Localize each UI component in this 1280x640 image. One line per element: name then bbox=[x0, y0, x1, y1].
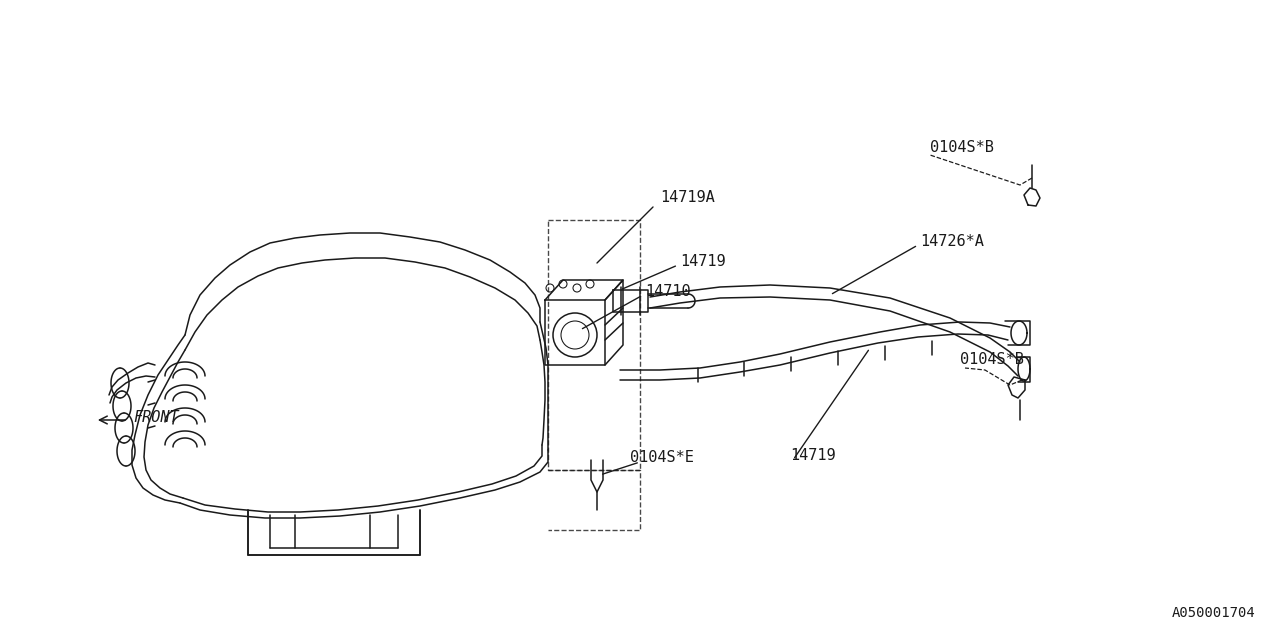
Text: 14719A: 14719A bbox=[660, 191, 714, 205]
Text: 0104S*B: 0104S*B bbox=[960, 353, 1024, 367]
Text: FRONT: FRONT bbox=[133, 410, 179, 426]
Text: 14710: 14710 bbox=[645, 285, 691, 300]
Text: 14719: 14719 bbox=[790, 449, 836, 463]
Text: 14719: 14719 bbox=[680, 255, 726, 269]
Text: 14726*A: 14726*A bbox=[920, 234, 984, 250]
Text: 0104S*E: 0104S*E bbox=[630, 451, 694, 465]
Text: A050001704: A050001704 bbox=[1171, 606, 1254, 620]
Text: 0104S*B: 0104S*B bbox=[931, 141, 993, 156]
